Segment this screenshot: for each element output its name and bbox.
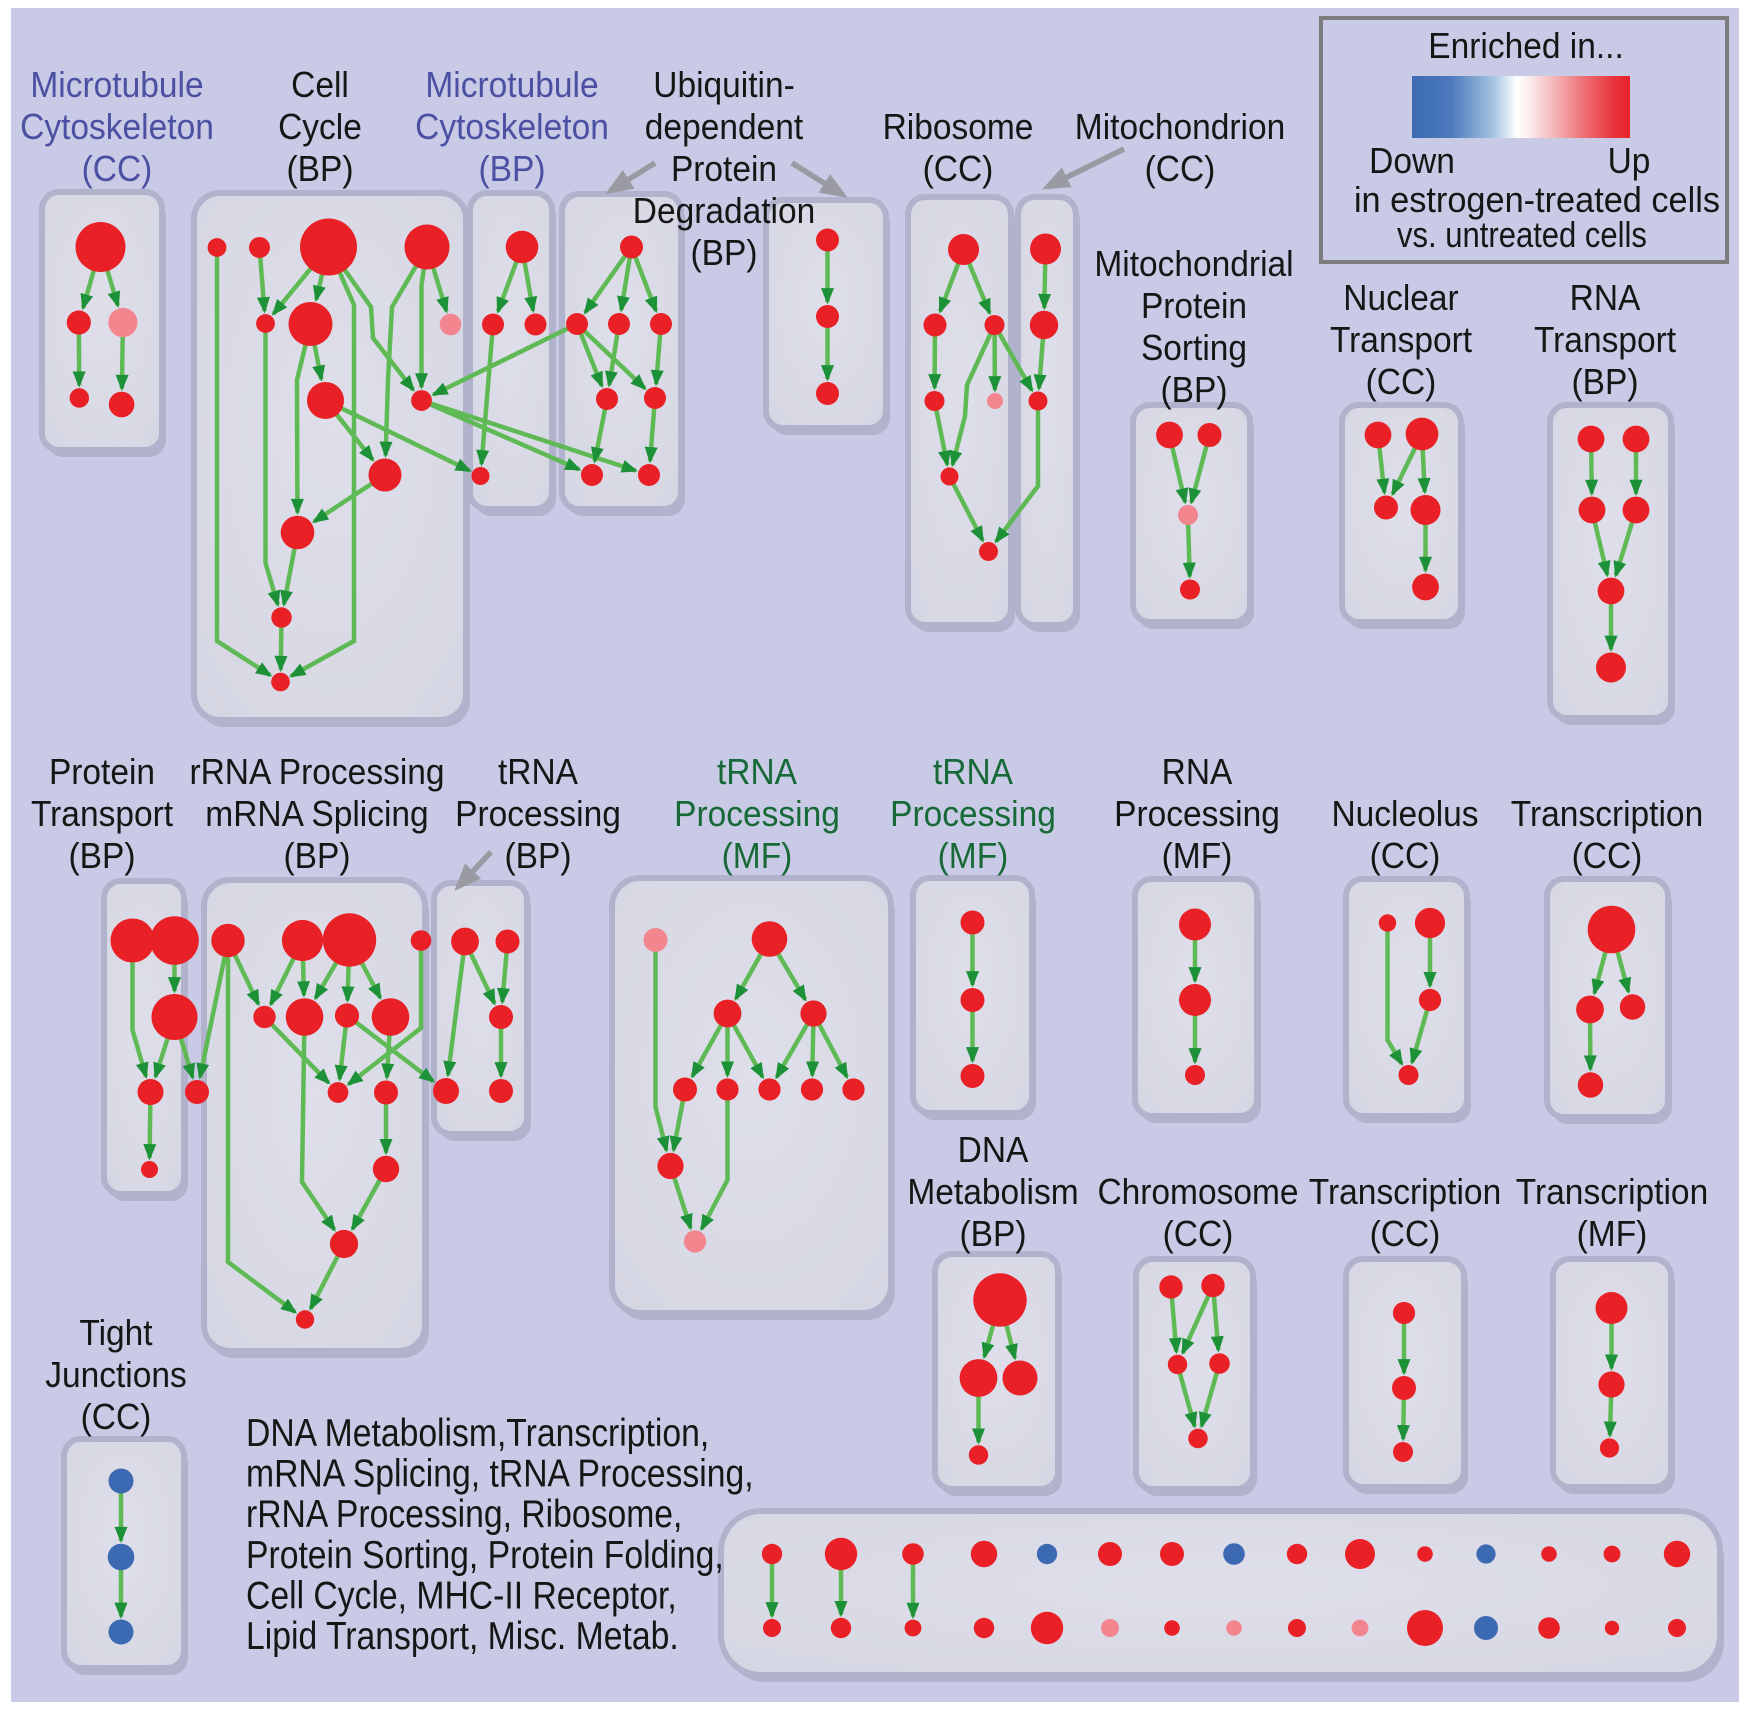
svg-text:(CC): (CC) xyxy=(1572,835,1643,876)
svg-text:(MF): (MF) xyxy=(1162,835,1233,876)
svg-text:(BP): (BP) xyxy=(691,232,758,273)
svg-text:Protein: Protein xyxy=(1141,285,1247,326)
svg-text:Protein: Protein xyxy=(671,148,777,189)
svg-text:mRNA Splicing, tRNA Processing: mRNA Splicing, tRNA Processing, xyxy=(246,1453,754,1496)
svg-text:Transport: Transport xyxy=(31,793,173,834)
svg-text:Microtubule: Microtubule xyxy=(425,64,598,105)
svg-text:Processing: Processing xyxy=(455,793,621,834)
svg-text:(BP): (BP) xyxy=(1161,369,1228,410)
svg-text:(CC): (CC) xyxy=(82,148,153,189)
svg-text:DNA Metabolism,Transcription,: DNA Metabolism,Transcription, xyxy=(246,1412,709,1455)
svg-text:Cytoskeleton: Cytoskeleton xyxy=(415,106,609,147)
svg-text:(CC): (CC) xyxy=(1370,1213,1441,1254)
svg-text:Junctions: Junctions xyxy=(45,1354,187,1395)
svg-text:Transport: Transport xyxy=(1534,319,1676,360)
svg-text:(MF): (MF) xyxy=(938,835,1009,876)
svg-text:Processing: Processing xyxy=(674,793,840,834)
svg-text:(CC): (CC) xyxy=(1163,1213,1234,1254)
svg-text:(CC): (CC) xyxy=(81,1396,152,1437)
svg-text:Lipid Transport, Misc. Metab.: Lipid Transport, Misc. Metab. xyxy=(246,1615,679,1658)
svg-text:Tight: Tight xyxy=(79,1312,152,1353)
svg-text:rRNA Processing: rRNA Processing xyxy=(189,751,444,792)
svg-text:dependent: dependent xyxy=(645,106,803,147)
svg-text:Transcription: Transcription xyxy=(1309,1171,1501,1212)
svg-text:Transcription: Transcription xyxy=(1511,793,1703,834)
svg-text:tRNA: tRNA xyxy=(717,751,798,792)
svg-text:(BP): (BP) xyxy=(287,148,354,189)
svg-text:RNA: RNA xyxy=(1162,751,1233,792)
svg-text:Transcription: Transcription xyxy=(1516,1171,1708,1212)
svg-text:in estrogen-treated cells: in estrogen-treated cells xyxy=(1354,179,1720,220)
svg-text:Up: Up xyxy=(1608,140,1651,181)
svg-text:Metabolism: Metabolism xyxy=(907,1171,1078,1212)
svg-text:RNA: RNA xyxy=(1570,277,1641,318)
svg-text:(BP): (BP) xyxy=(69,835,136,876)
svg-text:Ribosome: Ribosome xyxy=(883,106,1034,147)
svg-text:Processing: Processing xyxy=(1114,793,1280,834)
svg-text:Nuclear: Nuclear xyxy=(1343,277,1458,318)
svg-text:(BP): (BP) xyxy=(479,148,546,189)
svg-text:(CC): (CC) xyxy=(923,148,994,189)
svg-text:vs. untreated cells: vs. untreated cells xyxy=(1397,214,1647,255)
svg-text:rRNA Processing, Ribosome,: rRNA Processing, Ribosome, xyxy=(246,1493,682,1536)
svg-text:(CC): (CC) xyxy=(1145,148,1216,189)
svg-text:(MF): (MF) xyxy=(722,835,793,876)
svg-text:Sorting: Sorting xyxy=(1141,327,1247,368)
svg-text:Protein: Protein xyxy=(49,751,155,792)
svg-text:Protein Sorting, Protein Foldi: Protein Sorting, Protein Folding, xyxy=(246,1534,724,1577)
svg-text:(MF): (MF) xyxy=(1577,1213,1648,1254)
svg-text:(BP): (BP) xyxy=(1572,361,1639,402)
svg-text:mRNA Splicing: mRNA Splicing xyxy=(205,793,428,834)
svg-text:Degradation: Degradation xyxy=(633,190,816,231)
svg-text:Mitochondrion: Mitochondrion xyxy=(1075,106,1285,147)
svg-text:DNA: DNA xyxy=(958,1129,1029,1170)
svg-text:Enriched in...: Enriched in... xyxy=(1428,25,1624,66)
svg-text:Cycle: Cycle xyxy=(278,106,362,147)
svg-text:Cell: Cell xyxy=(291,64,349,105)
svg-text:Ubiquitin-: Ubiquitin- xyxy=(653,64,795,105)
svg-text:Mitochondrial: Mitochondrial xyxy=(1094,243,1293,284)
svg-text:Cell Cycle, MHC-II Receptor,: Cell Cycle, MHC-II Receptor, xyxy=(246,1574,677,1617)
svg-text:Microtubule: Microtubule xyxy=(30,64,203,105)
svg-text:Chromosome: Chromosome xyxy=(1097,1171,1298,1212)
svg-text:Nucleolus: Nucleolus xyxy=(1331,793,1478,834)
svg-text:(BP): (BP) xyxy=(960,1213,1027,1254)
svg-text:(BP): (BP) xyxy=(284,835,351,876)
svg-text:(CC): (CC) xyxy=(1370,835,1441,876)
svg-text:Transport: Transport xyxy=(1330,319,1472,360)
svg-text:(BP): (BP) xyxy=(505,835,572,876)
svg-text:Cytoskeleton: Cytoskeleton xyxy=(20,106,214,147)
svg-text:Processing: Processing xyxy=(890,793,1056,834)
svg-text:tRNA: tRNA xyxy=(498,751,579,792)
svg-text:Down: Down xyxy=(1369,140,1455,181)
svg-text:tRNA: tRNA xyxy=(933,751,1014,792)
svg-text:(CC): (CC) xyxy=(1366,361,1437,402)
